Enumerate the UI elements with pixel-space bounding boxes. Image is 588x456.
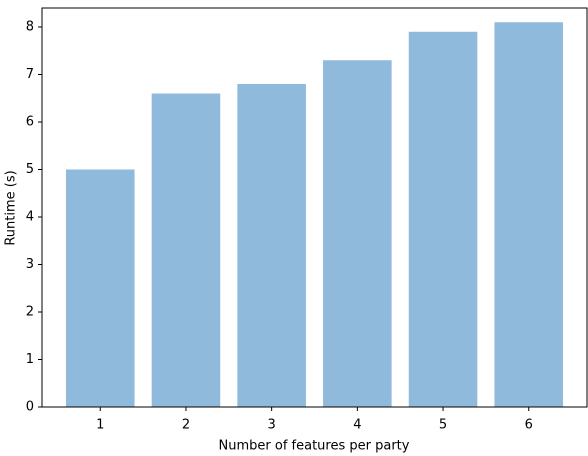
x-tick-label: 1 — [96, 418, 104, 433]
x-tick-label: 3 — [268, 418, 276, 433]
bar — [323, 60, 392, 407]
x-tick-label: 4 — [353, 418, 361, 433]
x-tick-label: 2 — [182, 418, 190, 433]
bar — [151, 93, 221, 407]
y-tick-label: 4 — [26, 210, 34, 225]
y-axis-label: Runtime (s) — [4, 170, 19, 245]
y-tick-label: 5 — [26, 162, 34, 177]
x-tick-label: 5 — [439, 418, 447, 433]
y-tick-label: 7 — [26, 67, 34, 82]
bar — [65, 169, 135, 407]
y-tick-label: 1 — [26, 352, 34, 367]
bar — [237, 84, 306, 407]
y-tick-label: 3 — [26, 257, 34, 272]
plot-frame — [41, 7, 588, 408]
bar — [408, 31, 478, 407]
y-tick-label: 6 — [26, 115, 34, 130]
x-axis-label: Number of features per party — [219, 439, 410, 454]
x-tick-label: 6 — [525, 418, 533, 433]
y-tick-label: 8 — [26, 20, 34, 35]
bar — [494, 22, 564, 407]
y-tick-label: 2 — [26, 305, 34, 320]
y-tick-label: 0 — [26, 400, 34, 415]
